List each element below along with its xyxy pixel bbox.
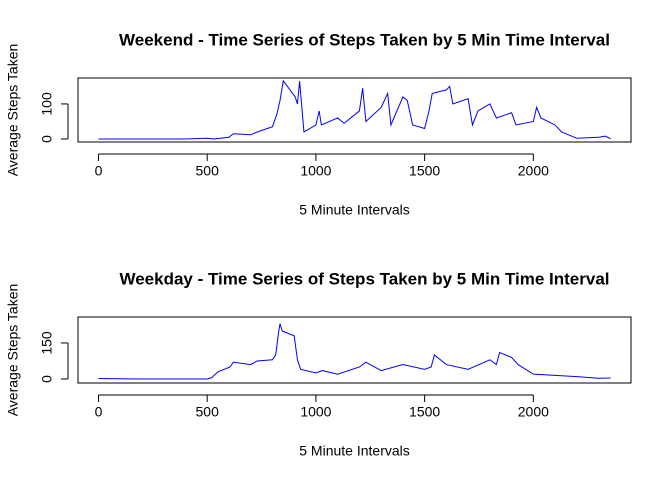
x-tick-label: 2000 [518, 404, 549, 420]
y-tick-label: 0 [39, 375, 55, 383]
plot-box [77, 77, 632, 143]
x-tick-label: 500 [196, 163, 220, 179]
x-tick-label: 1500 [409, 163, 440, 179]
chart-title: Weekend - Time Series of Steps Taken by … [119, 30, 610, 49]
x-axis-label: 5 Minute Intervals [299, 443, 410, 459]
x-tick-label: 0 [95, 163, 103, 179]
x-tick-label: 1500 [409, 404, 440, 420]
plot-box [77, 316, 632, 384]
y-tick-label: 150 [39, 331, 55, 355]
y-tick-label: 100 [39, 92, 55, 116]
x-tick-label: 0 [95, 404, 103, 420]
chart-title: Weekday - Time Series of Steps Taken by … [119, 269, 609, 288]
data-line [98, 79, 611, 140]
data-line [98, 323, 611, 380]
x-tick-label: 2000 [518, 163, 549, 179]
y-axis-label: Average Steps Taken [5, 44, 21, 177]
x-tick-label: 1000 [300, 163, 331, 179]
x-tick-label: 1000 [300, 404, 331, 420]
x-axis-label: 5 Minute Intervals [299, 202, 410, 218]
y-axis-label: Average Steps Taken [5, 284, 21, 417]
y-tick-label: 0 [39, 135, 55, 143]
x-tick-label: 500 [196, 404, 220, 420]
